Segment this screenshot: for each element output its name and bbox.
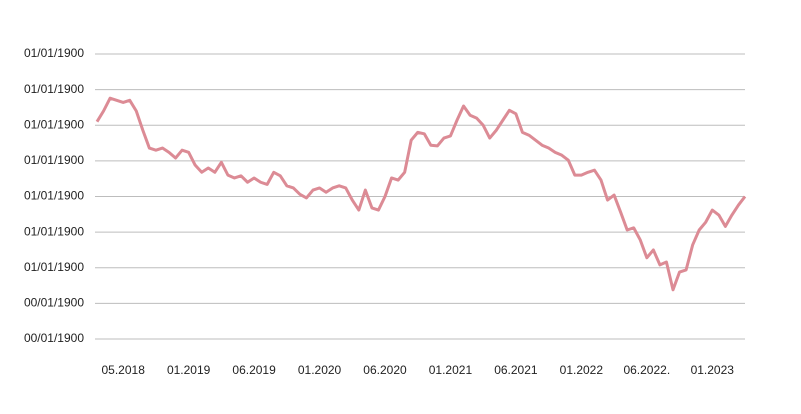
y-tick-label: 01/01/1900	[24, 82, 84, 96]
y-tick-label: 01/01/1900	[24, 46, 84, 60]
x-tick-label: 01.2021	[429, 363, 473, 377]
y-tick-label: 01/01/1900	[24, 153, 84, 167]
x-tick-label: 01.2023	[691, 363, 735, 377]
x-tick-label: 06.2020	[363, 363, 407, 377]
x-tick-label: 06.2021	[494, 363, 538, 377]
x-tick-label: 06.2022.	[623, 363, 670, 377]
data-line	[95, 96, 747, 292]
x-tick-label: 01.2019	[167, 363, 211, 377]
x-tick-label: 05.2018	[101, 363, 145, 377]
y-tick-label: 00/01/1900	[24, 331, 84, 345]
y-tick-label: 01/01/1900	[24, 189, 84, 203]
y-tick-label: 01/01/1900	[24, 260, 84, 274]
y-tick-label: 00/01/1900	[24, 296, 84, 310]
x-tick-label: 06.2019	[232, 363, 276, 377]
x-tick-label: 01.2020	[298, 363, 342, 377]
y-tick-label: 01/01/1900	[24, 224, 84, 238]
x-tick-label: 01.2022	[560, 363, 604, 377]
y-tick-label: 01/01/1900	[24, 117, 84, 131]
